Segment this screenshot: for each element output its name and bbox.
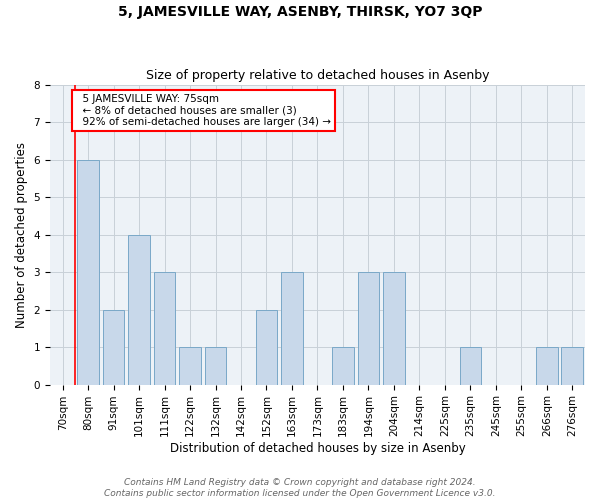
Bar: [77, 160, 99, 384]
Y-axis label: Number of detached properties: Number of detached properties: [15, 142, 28, 328]
X-axis label: Distribution of detached houses by size in Asenby: Distribution of detached houses by size …: [170, 442, 466, 455]
Bar: [562, 347, 583, 385]
Bar: [536, 347, 557, 385]
Title: Size of property relative to detached houses in Asenby: Size of property relative to detached ho…: [146, 69, 489, 82]
Bar: [281, 272, 303, 384]
Bar: [460, 347, 481, 385]
Text: 5 JAMESVILLE WAY: 75sqm
  ← 8% of detached houses are smaller (3)
  92% of semi-: 5 JAMESVILLE WAY: 75sqm ← 8% of detached…: [76, 94, 331, 127]
Bar: [179, 347, 201, 385]
Text: 5, JAMESVILLE WAY, ASENBY, THIRSK, YO7 3QP: 5, JAMESVILLE WAY, ASENBY, THIRSK, YO7 3…: [118, 5, 482, 19]
Bar: [205, 347, 226, 385]
Bar: [383, 272, 405, 384]
Bar: [103, 310, 124, 384]
Bar: [358, 272, 379, 384]
Bar: [332, 347, 354, 385]
Bar: [154, 272, 175, 384]
Bar: [128, 234, 150, 384]
Text: Contains HM Land Registry data © Crown copyright and database right 2024.
Contai: Contains HM Land Registry data © Crown c…: [104, 478, 496, 498]
Bar: [256, 310, 277, 384]
